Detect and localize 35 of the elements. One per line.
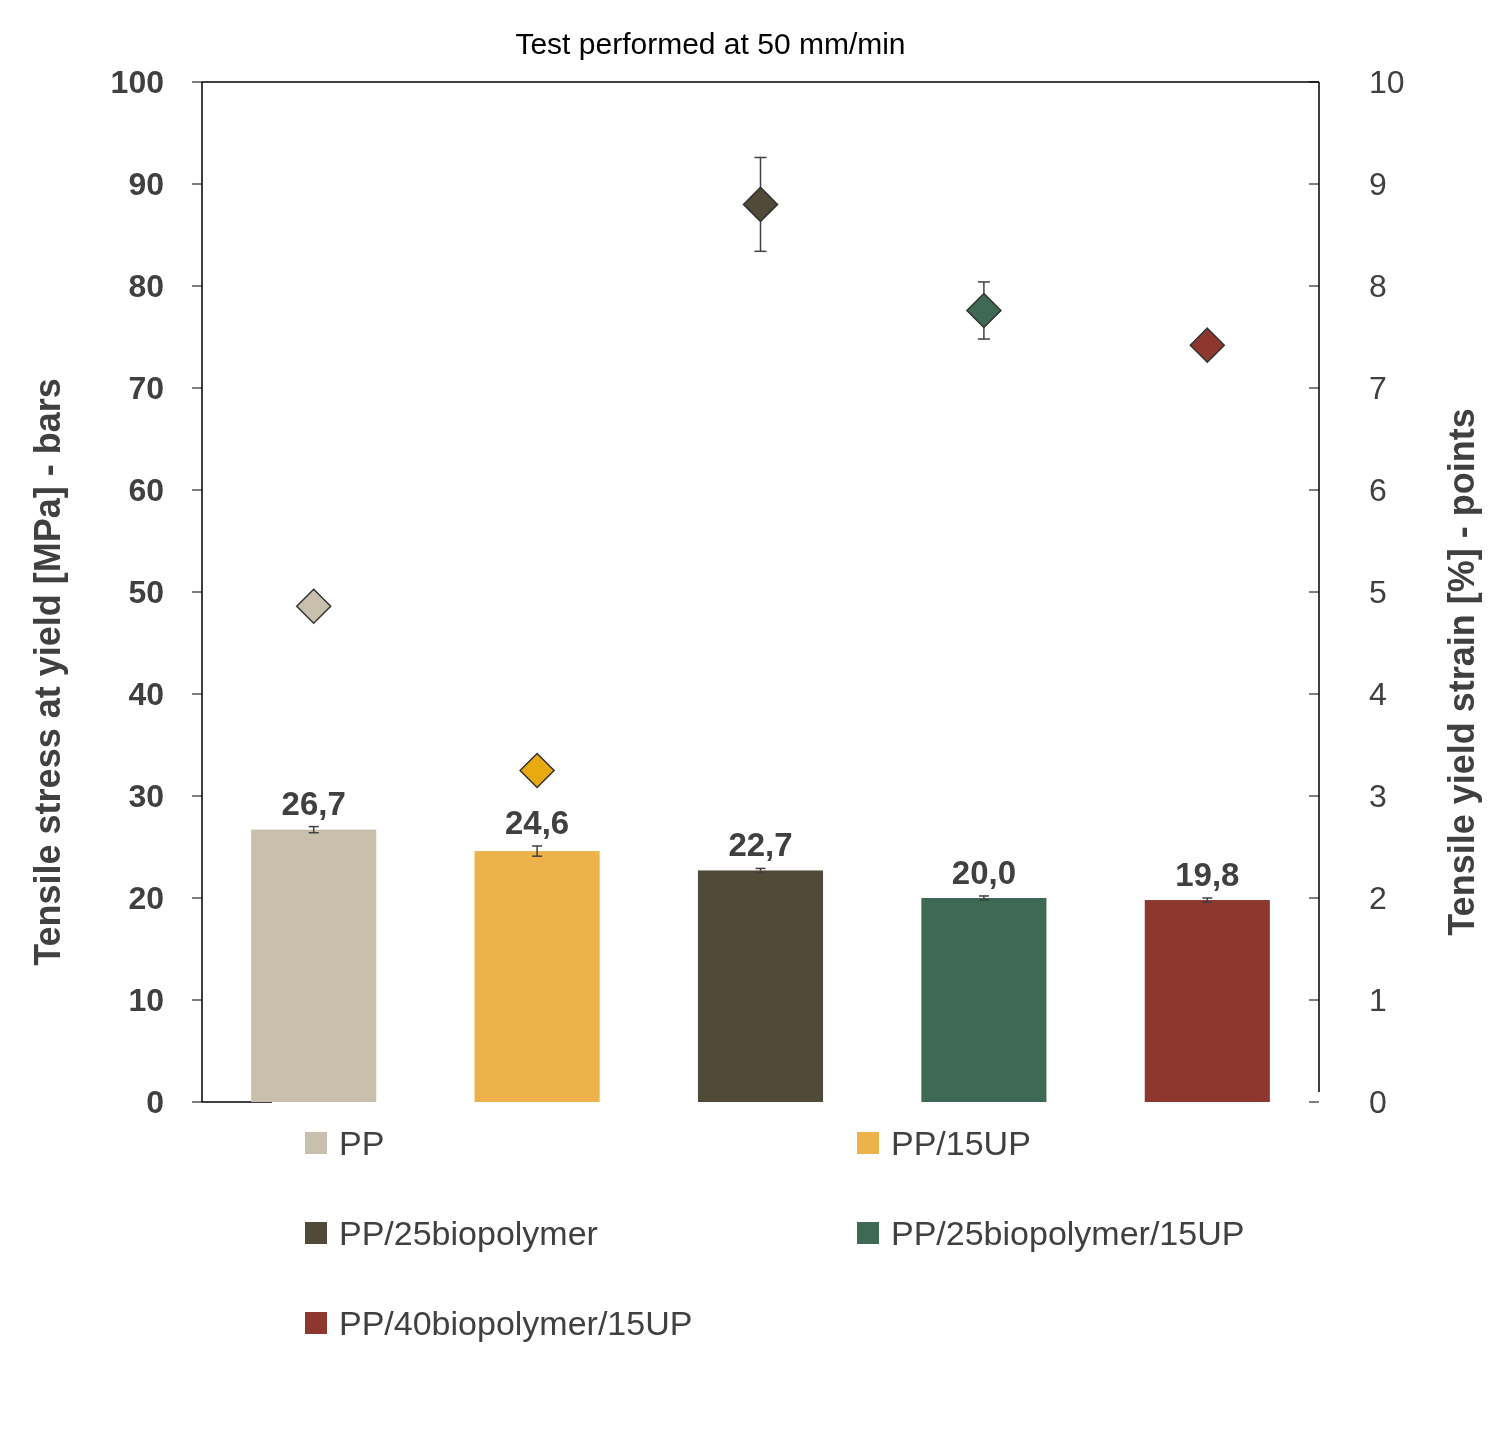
chart-title: Test performed at 50 mm/min xyxy=(515,27,906,60)
y-tick-label: 80 xyxy=(128,268,164,304)
y2-tick-label: 10 xyxy=(1369,64,1405,100)
y-tick-label: 0 xyxy=(146,1084,164,1120)
y-tick-label: 100 xyxy=(110,64,164,100)
y2-tick-label: 0 xyxy=(1369,1084,1387,1120)
data-label: 20,0 xyxy=(951,853,1017,891)
y2-tick-label: 9 xyxy=(1369,166,1387,202)
y-tick-label: 30 xyxy=(128,778,164,814)
legend-label: PP/40biopolymer/15UP xyxy=(339,1304,693,1342)
y-tick-label: 10 xyxy=(128,982,164,1018)
y2-tick-label: 4 xyxy=(1369,676,1387,712)
y2-tick-label: 6 xyxy=(1369,472,1387,508)
y-axis-title: Tensile stress at yield [MPa] - bars xyxy=(27,378,68,966)
data-label: 22,7 xyxy=(728,826,793,864)
legend-label: PP/15UP xyxy=(891,1124,1031,1162)
y-tick-label: 70 xyxy=(128,370,164,406)
data-label: 26,7 xyxy=(281,784,346,822)
y-tick-label: 40 xyxy=(128,676,164,712)
y2-tick-label: 3 xyxy=(1369,778,1387,814)
y-tick-label: 90 xyxy=(128,166,164,202)
y2-tick-label: 5 xyxy=(1369,574,1387,610)
legend-label: PP/25biopolymer xyxy=(339,1214,598,1252)
y2-tick-label: 2 xyxy=(1369,880,1387,916)
y2-tick-label: 7 xyxy=(1369,370,1387,406)
y-tick-label: 20 xyxy=(128,880,164,916)
y-tick-label: 60 xyxy=(128,472,164,508)
y2-tick-label: 1 xyxy=(1369,982,1387,1018)
legend-label: PP/25biopolymer/15UP xyxy=(891,1214,1245,1252)
y2-tick-label: 8 xyxy=(1369,268,1387,304)
legend-label: PP xyxy=(339,1124,385,1162)
data-label: 24,6 xyxy=(504,803,570,841)
y2-axis-title: Tensile yield strain [%] - points xyxy=(1441,408,1482,936)
data-label: 19,8 xyxy=(1175,856,1240,893)
y-tick-label: 50 xyxy=(128,574,164,610)
